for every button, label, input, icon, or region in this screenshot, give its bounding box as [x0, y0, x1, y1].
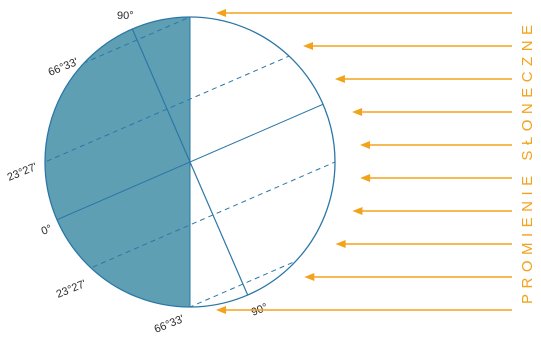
label-equator: 0°: [40, 223, 54, 238]
sun-rays-title: PROMIENIE SŁONECZNE: [519, 19, 536, 304]
sun-ray-arrow: [334, 75, 512, 83]
sun-rays: [216, 9, 512, 314]
sun-ray-arrow: [303, 42, 512, 50]
sun-ray-arrowhead: [303, 42, 313, 50]
sun-ray-arrowhead: [360, 174, 371, 182]
equator-line: [45, 87, 335, 237]
sun-ray-arrow: [360, 141, 512, 149]
sun-ray-arrow: [216, 9, 512, 17]
label-tropic-of-cancer: 23°27': [6, 161, 39, 184]
tropic-of-cancer-line: [45, 34, 335, 184]
sun-ray-arrowhead: [304, 273, 315, 281]
label-north-pole: 90°: [117, 10, 134, 22]
sun-ray-arrowhead: [352, 108, 363, 116]
sun-ray-arrowhead: [360, 141, 370, 149]
sun-ray-arrow: [335, 240, 512, 248]
sun-ray-arrowhead: [216, 9, 226, 17]
earth-globe: [44, 16, 336, 308]
arctic-circle-line: [45, 17, 307, 115]
sun-ray-arrowhead: [352, 207, 363, 215]
label-antarctic-circle: 66°33': [153, 313, 186, 336]
sun-ray-arrowhead: [335, 240, 346, 248]
tropic-of-capricorn-line: [45, 140, 335, 290]
night-hemisphere: [45, 17, 190, 307]
sun-ray-arrowhead: [216, 306, 226, 314]
sun-ray-arrow: [360, 174, 512, 182]
sun-ray-arrow: [352, 108, 512, 116]
latitude-lines: [45, 17, 335, 307]
sun-ray-arrow: [216, 306, 512, 314]
sun-ray-arrow: [352, 207, 512, 215]
sun-ray-arrowhead: [334, 75, 345, 83]
sun-ray-arrow: [304, 273, 512, 281]
label-tropic-of-capricorn: 23°27': [55, 278, 88, 301]
antarctic-circle-line: [73, 209, 335, 307]
